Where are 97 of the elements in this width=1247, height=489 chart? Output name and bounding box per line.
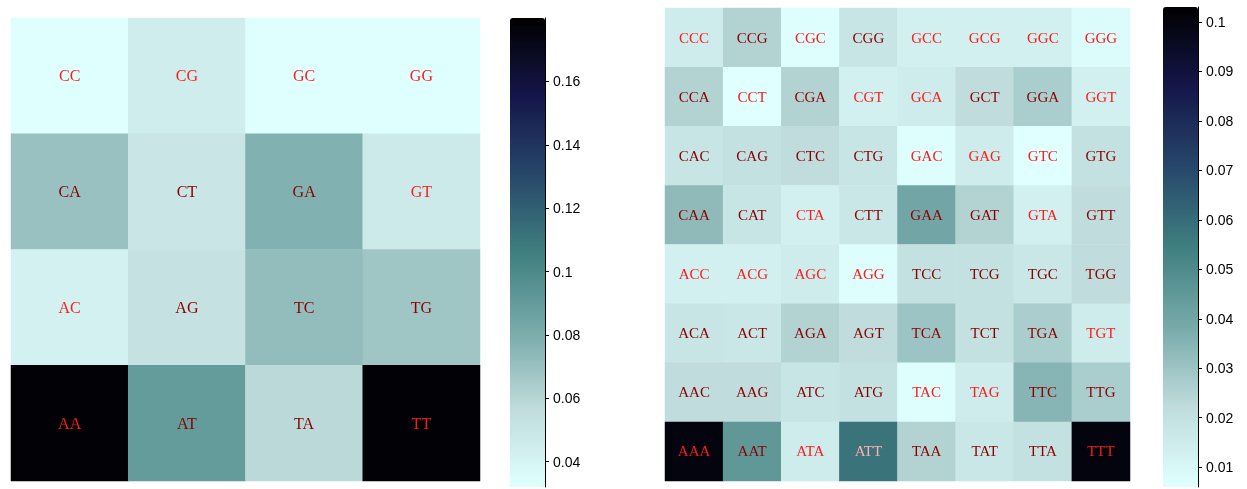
color-bar-label: 0.05 <box>1206 261 1234 278</box>
data-label: GTT <box>1086 206 1116 223</box>
data-label: AG <box>175 298 199 316</box>
color-bar-label: 0.06 <box>553 390 581 407</box>
data-label: TG <box>410 298 433 316</box>
data-label: GGA <box>1026 88 1060 105</box>
data-label: TGG <box>1085 266 1117 283</box>
data-label: GAG <box>968 147 1002 164</box>
data-label: AAG <box>735 384 769 401</box>
data-label: CTA <box>795 206 825 223</box>
data-label: TA <box>294 414 315 432</box>
data-label: TC <box>293 298 315 316</box>
color-bar-label: 0.12 <box>553 200 581 217</box>
data-label: TCC <box>911 266 942 283</box>
data-label: TCG <box>969 266 1000 283</box>
data-label: CAA <box>678 206 711 223</box>
data-label: CAG <box>736 147 769 164</box>
data-label: TAA <box>911 443 942 460</box>
data-label: CA <box>58 183 82 201</box>
data-label: TAT <box>971 443 998 460</box>
data-label: AGG <box>852 266 885 283</box>
data-label: AC <box>58 298 81 316</box>
data-label: TAC <box>912 384 941 401</box>
data-label: AGC <box>794 266 827 283</box>
data-label: TTT <box>1087 443 1115 460</box>
data-label: GCA <box>910 88 943 105</box>
data-label: ACA <box>678 325 711 342</box>
data-label: ATA <box>796 443 825 460</box>
data-label: TAG <box>969 384 1000 401</box>
color-bar-label: 0.04 <box>553 453 581 470</box>
data-label: CCG <box>736 29 768 46</box>
data-label: TTA <box>1028 443 1057 460</box>
data-label: AGA <box>794 325 827 342</box>
color-bar-label: 0.04 <box>1206 310 1234 327</box>
data-label: AA <box>58 414 82 432</box>
color-bar-label: 0.08 <box>1206 112 1234 129</box>
data-label: GTC <box>1027 147 1058 164</box>
data-label: CTC <box>795 147 825 164</box>
color-bar-label: 0.02 <box>1206 409 1234 426</box>
data-label: TCT <box>970 325 999 342</box>
data-label: ATT <box>854 443 883 460</box>
data-label: GAC <box>910 147 943 164</box>
color-bar-label: 0.06 <box>1206 211 1234 228</box>
data-label: GGT <box>1085 88 1117 105</box>
data-label: AGT <box>853 325 884 342</box>
data-label: TT <box>411 414 432 432</box>
data-label: AT <box>177 414 197 432</box>
data-label: CGC <box>794 29 826 46</box>
data-label: GAT <box>970 206 1000 223</box>
data-label: GCC <box>911 29 942 46</box>
data-label: CAC <box>678 147 710 164</box>
data-label: TGT <box>1086 325 1116 342</box>
data-label: CCA <box>678 88 710 105</box>
color-bar-label: 0.16 <box>553 73 581 90</box>
data-label: CGG <box>852 29 885 46</box>
data-label: TCA <box>911 325 942 342</box>
data-label: CAT <box>738 206 767 223</box>
data-label: TTG <box>1086 384 1116 401</box>
data-label: ACC <box>678 266 710 283</box>
data-label: GAA <box>910 206 943 223</box>
color-bar-label: 0.1 <box>1206 13 1226 30</box>
data-label: ATG <box>853 384 884 401</box>
data-label: GTA <box>1027 206 1058 223</box>
color-bar-label: 0.08 <box>553 326 581 343</box>
data-label: CC <box>58 67 81 85</box>
data-label: GTG <box>1085 147 1117 164</box>
data-label: ACG <box>736 266 769 283</box>
data-label: GG <box>409 67 434 85</box>
data-label: CG <box>175 67 199 85</box>
color-bar-label: 0.07 <box>1206 162 1234 179</box>
color-bar-label: 0.1 <box>553 263 573 280</box>
data-label: CCT <box>737 88 767 105</box>
data-label: ATC <box>796 384 825 401</box>
data-label: CCC <box>679 29 710 46</box>
data-label: TGA <box>1027 325 1059 342</box>
data-label: AAA <box>677 443 711 460</box>
data-label: AAC <box>678 384 710 401</box>
data-label: GC <box>293 67 316 85</box>
data-label: TTC <box>1028 384 1057 401</box>
data-label: GGG <box>1084 29 1118 46</box>
data-label: CGT <box>853 88 884 105</box>
data-label: GCT <box>969 88 1000 105</box>
data-label: GA <box>292 183 317 201</box>
data-label: CTT <box>854 206 883 223</box>
data-label: GT <box>410 183 433 201</box>
data-label: TGC <box>1027 266 1058 283</box>
color-bar-label: 0.09 <box>1206 63 1234 80</box>
data-label: CT <box>176 183 198 201</box>
data-label: AAT <box>737 443 767 460</box>
color-bar-label: 0.14 <box>553 136 581 153</box>
data-label: CGA <box>794 88 827 105</box>
color-bar-label: 0.01 <box>1206 459 1234 476</box>
data-label: CTG <box>853 147 884 164</box>
data-label: ACT <box>737 325 768 342</box>
data-label: GGC <box>1026 29 1059 46</box>
color-bar-label: 0.03 <box>1206 360 1234 377</box>
data-label: GCG <box>968 29 1001 46</box>
